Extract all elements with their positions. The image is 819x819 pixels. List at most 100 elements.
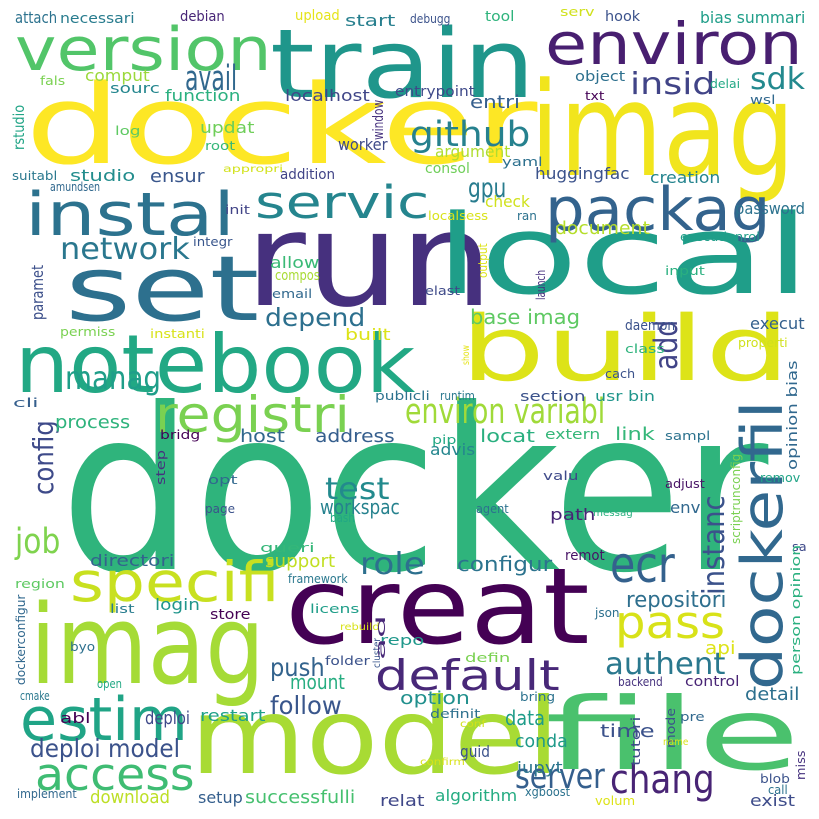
word-26: server bbox=[515, 757, 605, 797]
word-128: localsess bbox=[428, 209, 489, 223]
word-17: packag bbox=[545, 175, 771, 245]
word-159: bash bbox=[330, 511, 355, 525]
word-170: list bbox=[110, 602, 135, 616]
word-11: set bbox=[65, 237, 260, 342]
word-186: definit bbox=[430, 707, 481, 721]
word-148: cli bbox=[13, 396, 39, 410]
word-111: object bbox=[575, 69, 626, 85]
word-112: delai bbox=[710, 77, 741, 91]
word-78: deploi bbox=[145, 708, 190, 729]
word-80: login bbox=[155, 595, 200, 614]
word-96: env bbox=[670, 498, 701, 517]
word-121: consol bbox=[425, 161, 470, 177]
word-143: cach bbox=[605, 367, 636, 381]
word-190: tutori bbox=[629, 716, 643, 766]
word-153: opinion bias bbox=[785, 360, 801, 470]
word-104: serv bbox=[560, 5, 595, 19]
word-42: deploi model bbox=[30, 734, 181, 763]
word-179: defin bbox=[465, 651, 511, 665]
word-33: job bbox=[15, 522, 61, 562]
word-77: api bbox=[705, 638, 736, 659]
word-172: licens bbox=[310, 602, 360, 616]
word-191: name bbox=[663, 737, 689, 748]
word-54: configur bbox=[457, 552, 553, 576]
word-99: bias summari bbox=[700, 8, 806, 27]
word-70: entri bbox=[470, 92, 520, 113]
word-22: ecr bbox=[610, 536, 675, 594]
word-41: depend bbox=[265, 303, 366, 332]
word-180: control bbox=[685, 674, 740, 690]
word-152: sampl bbox=[665, 429, 711, 443]
word-27: chang bbox=[610, 757, 715, 803]
word-83: paramet bbox=[28, 264, 47, 320]
word-87: exist bbox=[750, 791, 796, 810]
word-2: imag bbox=[530, 54, 795, 206]
word-25: servic bbox=[255, 176, 430, 229]
word-9: local bbox=[435, 191, 811, 319]
word-187: conf bbox=[460, 719, 486, 730]
word-13: environ bbox=[545, 10, 803, 78]
word-1: run bbox=[245, 184, 494, 336]
word-103: tool bbox=[485, 9, 515, 25]
word-75: check bbox=[485, 192, 530, 211]
word-192: miss bbox=[794, 750, 808, 780]
word-4: docker bbox=[25, 61, 538, 189]
word-90: guid bbox=[460, 742, 490, 761]
word-5: file bbox=[545, 676, 801, 793]
word-97: remot bbox=[565, 548, 605, 564]
word-81: directori bbox=[90, 551, 175, 570]
word-73: localhost bbox=[285, 86, 370, 105]
word-60: link bbox=[615, 424, 655, 445]
word-6: creat bbox=[285, 546, 590, 668]
word-126: amundsen bbox=[50, 180, 101, 194]
word-141: properti bbox=[738, 336, 788, 350]
word-67: studio bbox=[70, 166, 136, 185]
word-117: log bbox=[115, 124, 141, 138]
word-144: publicli bbox=[375, 389, 430, 403]
word-43: follow bbox=[270, 691, 342, 720]
word-115: fals bbox=[40, 74, 66, 88]
word-160: agent bbox=[476, 502, 509, 516]
word-62: successfulli bbox=[245, 787, 356, 808]
word-36: avail bbox=[185, 59, 238, 99]
word-69: detail bbox=[745, 684, 800, 705]
word-194: call bbox=[768, 783, 788, 797]
word-7: imag bbox=[30, 581, 265, 709]
word-29: authent bbox=[605, 647, 726, 682]
word-35: test bbox=[325, 472, 390, 507]
word-184: bring bbox=[520, 690, 556, 704]
word-114: txt bbox=[585, 89, 605, 103]
word-162: scriptrunconfig bbox=[729, 453, 743, 544]
word-74: updat bbox=[200, 118, 255, 137]
word-161: messag bbox=[593, 508, 633, 519]
word-132: launch bbox=[534, 269, 548, 300]
word-48: conda bbox=[515, 731, 568, 752]
word-127: init bbox=[225, 203, 250, 217]
word-163: page bbox=[205, 502, 235, 516]
word-57: host bbox=[240, 426, 285, 447]
word-3: model bbox=[190, 676, 560, 798]
word-197: xgboost bbox=[525, 785, 570, 799]
word-181: backend bbox=[618, 675, 663, 689]
word-65: huggingfac bbox=[535, 164, 630, 183]
word-118: root bbox=[205, 139, 236, 153]
word-39: gpu bbox=[468, 173, 507, 204]
word-116: rstudio bbox=[10, 104, 28, 150]
word-21: registri bbox=[155, 386, 350, 444]
word-147: usr bin bbox=[595, 389, 656, 405]
word-50: data bbox=[505, 706, 546, 730]
word-72: function bbox=[165, 86, 241, 105]
word-130: integr bbox=[193, 235, 233, 249]
word-154: step bbox=[154, 450, 168, 485]
word-149: bridg bbox=[160, 428, 201, 442]
word-38: manag bbox=[65, 359, 161, 397]
word-82: allow bbox=[270, 253, 320, 272]
word-34: role bbox=[360, 547, 425, 582]
word-188: pre bbox=[680, 710, 705, 724]
word-140: show bbox=[461, 345, 472, 365]
word-167: sa bbox=[792, 540, 807, 554]
word-18: estim bbox=[20, 685, 188, 755]
word-40: sdk bbox=[750, 62, 806, 97]
word-46: push bbox=[270, 653, 325, 682]
